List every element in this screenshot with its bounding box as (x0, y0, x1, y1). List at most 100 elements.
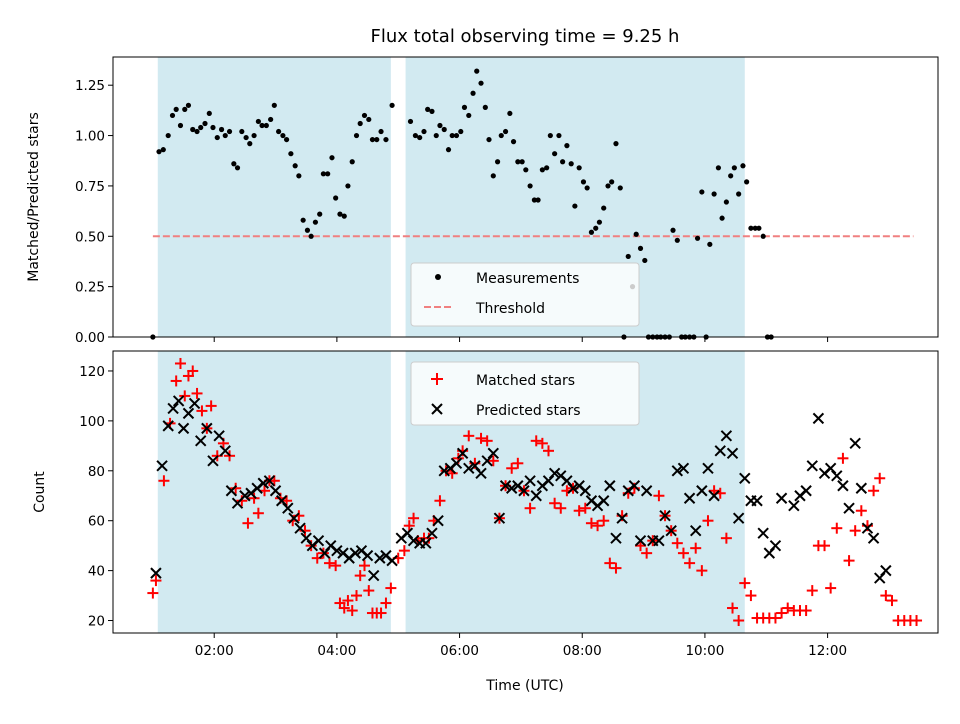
matched-star-point (690, 542, 702, 554)
predicted-star-point (653, 534, 665, 547)
predicted-star-point (225, 485, 238, 497)
measurement-point (226, 128, 233, 135)
matched-star-point (324, 557, 336, 569)
measurement-point (609, 179, 615, 185)
predicted-star-point (288, 512, 300, 524)
measurement-point (552, 151, 558, 157)
measurement-point (333, 195, 339, 201)
matched-star-point (543, 445, 555, 457)
measurement-point (633, 231, 639, 237)
predicted-star-point (806, 460, 818, 472)
measurement-point (308, 233, 314, 239)
matched-star-point (346, 605, 358, 617)
measurement-point (752, 225, 758, 231)
measurement-point (572, 203, 578, 209)
matched-star-point (598, 515, 610, 527)
y-tick-label: 60 (88, 514, 105, 530)
measurement-point (458, 128, 464, 135)
predicted-star-point (530, 490, 542, 502)
matched-star-point (855, 505, 867, 517)
predicted-star-point (518, 485, 530, 497)
measurement-point (494, 159, 501, 165)
measurement-point (357, 120, 363, 127)
measurement-point (194, 128, 200, 135)
measurement-point (280, 132, 286, 139)
predicted-star-point (450, 457, 463, 470)
matched-star-point (745, 590, 757, 602)
measurement-point (259, 122, 265, 129)
measurement-point (325, 171, 331, 177)
matched-star-point (837, 452, 849, 464)
matched-star-point (179, 390, 191, 402)
top-panel: 0.00 0.25 0.50 0.75 1.00 1.25 Matched/Predict… (26, 56, 939, 346)
matched-star-point (338, 602, 350, 614)
matched-star-point (849, 525, 861, 537)
measurement-point (711, 191, 717, 197)
legend-threshold: Threshold (475, 301, 545, 317)
predicted-star-point (812, 412, 825, 425)
measurement-point (728, 173, 734, 179)
matched-star-point (375, 607, 387, 619)
measurement-point (674, 237, 680, 243)
predicted-star-point (690, 524, 702, 537)
predicted-star-point (696, 485, 708, 497)
matched-star-point (604, 557, 616, 569)
measurement-point (231, 161, 237, 167)
legend-matched: Matched stars (476, 373, 575, 389)
measurement-point (190, 126, 196, 133)
measurement-point (507, 110, 513, 117)
matched-star-point (205, 400, 217, 412)
predicted-star-point (349, 547, 361, 559)
measurement-point (304, 227, 311, 233)
predicted-star-point (167, 402, 179, 415)
measurement-point (588, 229, 595, 235)
matched-star-point (825, 582, 837, 594)
measurement-point (719, 215, 725, 221)
measurement-point (707, 241, 713, 247)
measurement-point (417, 134, 423, 141)
predicted-star-point (219, 445, 231, 457)
measurement-point (515, 159, 521, 165)
measurement-point (160, 147, 166, 153)
measurement-point (756, 225, 762, 231)
predicted-star-point (849, 437, 861, 450)
measurement-point (731, 165, 737, 171)
matched-star-point (720, 532, 732, 544)
bottom-panel-frame (112, 350, 939, 634)
measurement-point (353, 132, 360, 139)
matched-star-point (191, 387, 203, 399)
measurement-point (625, 253, 631, 260)
measurement-point (283, 136, 290, 143)
measurement-point (412, 132, 418, 139)
measurement-point (185, 102, 192, 108)
measurement-point (613, 141, 619, 147)
predicted-star-point (702, 462, 714, 474)
predicted-star-point (714, 445, 726, 457)
measurement-point (239, 128, 245, 135)
measurement-point (605, 183, 611, 189)
matched-star-point (440, 465, 452, 477)
measurement-point (564, 143, 570, 149)
matched-star-point (481, 435, 493, 447)
matched-star-point (403, 520, 415, 532)
predicted-star-point (757, 527, 769, 539)
matched-star-point (886, 595, 898, 607)
matched-star-point (187, 365, 199, 377)
predicted-legend-marker (431, 403, 443, 415)
matched-star-point (398, 545, 410, 557)
measurement-point (345, 183, 351, 189)
measurement-point (378, 128, 384, 135)
measurement-point (169, 112, 176, 119)
measurement-point (449, 132, 455, 139)
predicted-star-point (524, 475, 536, 487)
matched-star-point (530, 435, 542, 447)
matched-star-point (150, 575, 162, 587)
measurement-point (478, 80, 484, 86)
measurement-point (329, 155, 335, 161)
matched-star-point (158, 475, 170, 487)
measurement-point (421, 128, 427, 135)
matched-star-point (702, 515, 714, 527)
predicted-star-point (880, 564, 892, 577)
measurement-point (736, 191, 742, 197)
matched-star-point (385, 582, 397, 594)
